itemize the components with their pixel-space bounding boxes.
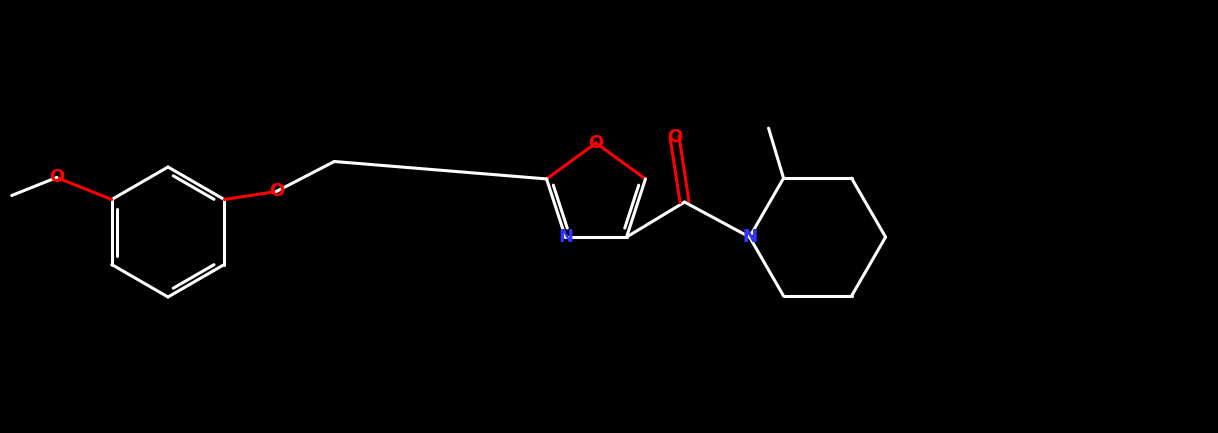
Text: O: O [269, 182, 284, 200]
Text: N: N [742, 228, 758, 246]
Text: O: O [667, 128, 682, 146]
Text: N: N [742, 228, 758, 246]
Text: N: N [558, 228, 572, 246]
Text: O: O [49, 168, 65, 187]
Text: O: O [588, 134, 604, 152]
